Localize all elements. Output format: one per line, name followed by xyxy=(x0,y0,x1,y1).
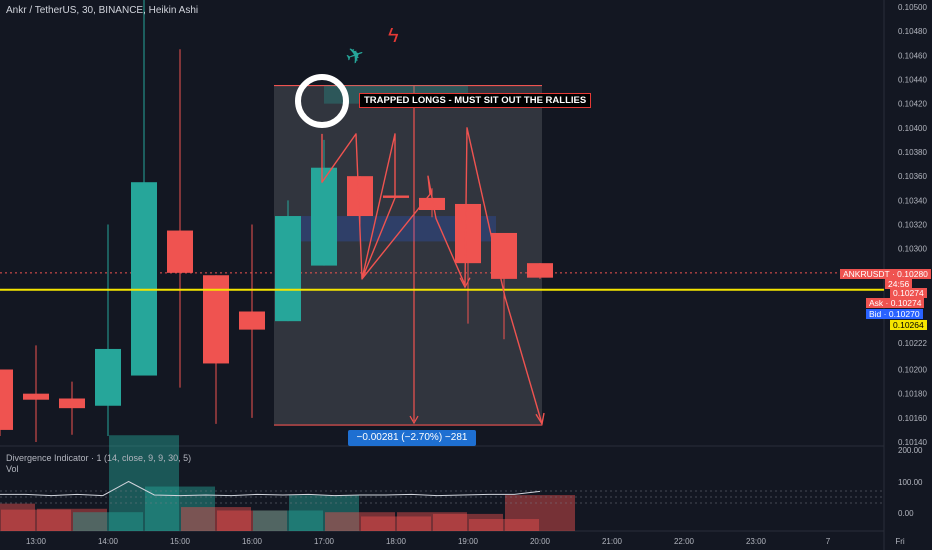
chart-title: Ankr / TetherUS, 30, BINANCE, Heikin Ash… xyxy=(6,5,198,16)
candle-body xyxy=(455,204,481,263)
candle-body xyxy=(239,312,265,330)
time-tick: 17:00 xyxy=(314,537,335,546)
candle-body xyxy=(491,233,517,279)
candle-body xyxy=(95,349,121,406)
time-tick: 18:00 xyxy=(386,537,407,546)
price-tick: 0.10420 xyxy=(898,100,927,109)
price-tick: 0.10340 xyxy=(898,196,927,205)
price-tick: 0.10480 xyxy=(898,27,927,36)
bid-tag: Bid · 0.10270 xyxy=(866,309,923,319)
candle-body xyxy=(203,275,229,363)
volume-label[interactable]: Vol xyxy=(6,464,19,474)
indicator-label[interactable]: Divergence Indicator · 1 (14, close, 9, … xyxy=(6,453,191,463)
price-tick: 0.10500 xyxy=(898,3,927,12)
lightning-icon: ϟ xyxy=(388,25,399,48)
candle-body xyxy=(59,399,85,409)
time-tick: 14:00 xyxy=(98,537,119,546)
time-tick: 20:00 xyxy=(530,537,551,546)
yellow-line-tag: 0.10264 xyxy=(890,320,927,330)
measure-label[interactable]: −0.00281 (−2.70%) −281 xyxy=(348,430,476,446)
candle-body xyxy=(383,196,409,198)
time-tick: 16:00 xyxy=(242,537,263,546)
time-tick: 19:00 xyxy=(458,537,479,546)
candle-body xyxy=(23,394,49,400)
ask-price: 0.10274 xyxy=(891,298,922,308)
symbol-name: ANKRUSDT xyxy=(843,269,890,279)
price-tick: 0.10300 xyxy=(898,245,927,254)
candle-body xyxy=(527,263,553,278)
time-tick: 7 xyxy=(826,537,831,546)
candle-body xyxy=(275,216,301,321)
price-tick: 0.10360 xyxy=(898,172,927,181)
price-tick: 0.10380 xyxy=(898,148,927,157)
price-tick: 0.10200 xyxy=(898,366,927,375)
candle-body xyxy=(167,231,193,273)
indicator-tick: 100.00 xyxy=(898,478,923,487)
bid-label: Bid xyxy=(869,309,881,319)
time-tick: 13:00 xyxy=(26,537,47,546)
bid-price: 0.10270 xyxy=(889,309,920,319)
volume-bar xyxy=(505,495,575,531)
price-tick: 0.10180 xyxy=(898,390,927,399)
time-tick: 21:00 xyxy=(602,537,623,546)
indicator-tick: 0.00 xyxy=(898,509,914,518)
ask-label: Ask xyxy=(869,298,883,308)
candle-body xyxy=(131,182,157,375)
price-tick: 0.10440 xyxy=(898,76,927,85)
time-tick: 22:00 xyxy=(674,537,695,546)
last-price: 0.10280 xyxy=(897,269,928,279)
time-tick: Fri xyxy=(895,537,905,546)
symbol-price-tag: ANKRUSDT · 0.10280 xyxy=(840,269,931,279)
candle-body xyxy=(311,168,337,266)
price-tick: 0.10160 xyxy=(898,414,927,423)
price-tick: 0.10320 xyxy=(898,221,927,230)
candle-body xyxy=(347,176,373,216)
price-274-tag: 0.10274 xyxy=(890,288,927,298)
time-tick: 15:00 xyxy=(170,537,191,546)
trapped-longs-note[interactable]: TRAPPED LONGS - MUST SIT OUT THE RALLIES xyxy=(359,93,591,108)
candle-body xyxy=(0,370,13,430)
indicator-tick: 200.00 xyxy=(898,446,923,455)
price-tick: 0.10460 xyxy=(898,51,927,60)
time-tick: 23:00 xyxy=(746,537,767,546)
ask-tag: Ask · 0.10274 xyxy=(866,298,924,308)
price-tick: 0.10222 xyxy=(898,339,927,348)
price-tick: 0.10400 xyxy=(898,124,927,133)
